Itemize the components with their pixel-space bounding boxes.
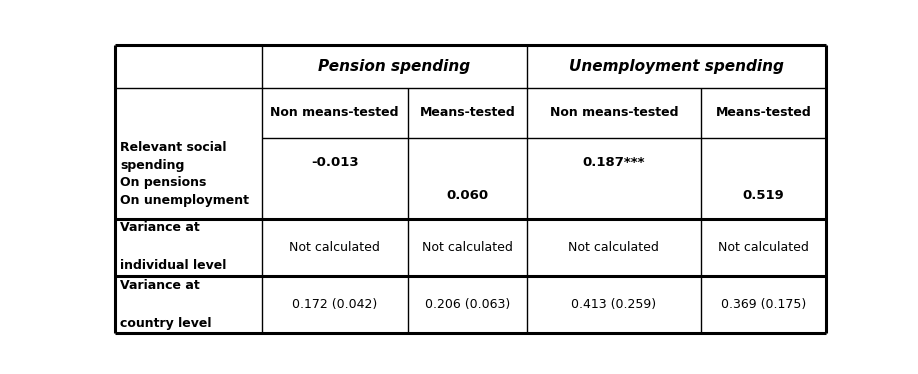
Text: Not calculated: Not calculated bbox=[289, 241, 380, 254]
Text: Means-tested: Means-tested bbox=[420, 106, 515, 119]
Text: 0.060: 0.060 bbox=[446, 190, 488, 202]
Text: Variance at

country level: Variance at country level bbox=[120, 279, 212, 330]
Text: Means-tested: Means-tested bbox=[715, 106, 812, 119]
Text: 0.206 (0.063): 0.206 (0.063) bbox=[425, 298, 510, 311]
Text: 0.172 (0.042): 0.172 (0.042) bbox=[292, 298, 377, 311]
Text: Relevant social
spending
On pensions
On unemployment: Relevant social spending On pensions On … bbox=[120, 141, 250, 207]
Text: 0.519: 0.519 bbox=[743, 190, 784, 202]
Text: Unemployment spending: Unemployment spending bbox=[569, 59, 784, 74]
Text: 0.187***: 0.187*** bbox=[583, 156, 645, 169]
Text: Non means-tested: Non means-tested bbox=[271, 106, 399, 119]
Text: 0.413 (0.259): 0.413 (0.259) bbox=[571, 298, 656, 311]
Text: 0.369 (0.175): 0.369 (0.175) bbox=[721, 298, 806, 311]
Text: Not calculated: Not calculated bbox=[718, 241, 809, 254]
Text: Variance at

individual level: Variance at individual level bbox=[120, 221, 227, 272]
Text: Not calculated: Not calculated bbox=[422, 241, 513, 254]
Text: Non means-tested: Non means-tested bbox=[550, 106, 678, 119]
Text: -0.013: -0.013 bbox=[311, 156, 358, 169]
Text: Pension spending: Pension spending bbox=[319, 59, 470, 74]
Text: Not calculated: Not calculated bbox=[568, 241, 659, 254]
